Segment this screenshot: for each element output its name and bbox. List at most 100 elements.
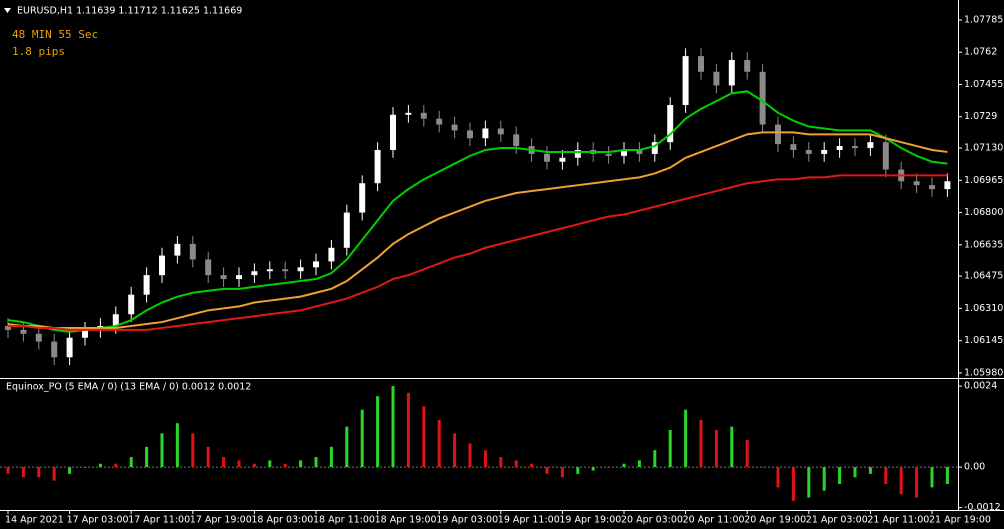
candle-body xyxy=(775,124,781,145)
histogram-bar xyxy=(545,467,549,474)
candle-body xyxy=(621,149,627,156)
histogram-bar xyxy=(206,446,210,468)
histogram-bar xyxy=(745,440,749,468)
candle-body xyxy=(821,149,828,154)
x-tick-label: 20 Apr 03:00 xyxy=(621,515,683,526)
candle-body xyxy=(174,243,181,256)
histogram-bar xyxy=(915,467,919,498)
candle-body xyxy=(929,185,935,190)
histogram-bar xyxy=(345,426,349,468)
candle-body xyxy=(497,128,504,135)
candle-body xyxy=(728,60,735,86)
candle-body xyxy=(790,144,797,150)
candle-body xyxy=(390,114,396,150)
candle-body xyxy=(713,71,720,86)
histogram-bar xyxy=(268,460,272,468)
candle-body xyxy=(436,118,443,125)
histogram-bar xyxy=(899,467,903,495)
candle-body xyxy=(867,142,874,149)
y-tick-label: 1.06965 xyxy=(964,175,1003,186)
histogram-bar xyxy=(607,467,611,468)
timer-annotation: 48 MIN 55 Sec xyxy=(12,28,98,41)
histogram-bar xyxy=(776,467,780,488)
histogram-bar xyxy=(222,456,226,468)
candle-body xyxy=(220,275,227,280)
histogram-bar xyxy=(52,467,56,481)
candle-body xyxy=(66,337,73,358)
histogram-bar xyxy=(576,467,580,474)
x-tick-label: 17 Apr 19:00 xyxy=(190,515,252,526)
moving-average xyxy=(7,131,948,329)
candle-body xyxy=(205,259,212,276)
candle-body xyxy=(544,153,550,162)
candle-body xyxy=(251,271,258,276)
y-tick-label: 1.0762 xyxy=(964,47,997,58)
candle-body xyxy=(343,212,350,248)
y-tick-label: 1.07455 xyxy=(964,79,1003,90)
histogram-bar xyxy=(637,460,641,468)
x-tick-label: 21 Apr 03:00 xyxy=(806,515,868,526)
candle-body xyxy=(20,329,27,334)
y-tick-label: 1.05980 xyxy=(964,367,1003,378)
histogram-bar xyxy=(37,467,41,478)
histogram-bar xyxy=(945,467,949,484)
histogram-bar xyxy=(453,433,457,468)
candle-body xyxy=(82,329,88,338)
histogram-bar xyxy=(884,467,888,484)
menu-arrow[interactable] xyxy=(4,8,11,13)
candle-body xyxy=(513,134,520,147)
histogram-bar xyxy=(83,467,87,468)
candle-body xyxy=(189,243,196,260)
candle-body xyxy=(282,269,289,272)
histogram-bar xyxy=(514,460,518,468)
histogram-bar xyxy=(422,406,426,468)
candle-body xyxy=(236,275,242,280)
candle-body xyxy=(405,112,412,115)
histogram-bar xyxy=(129,456,133,468)
x-tick-label: 20 Apr 11:00 xyxy=(683,515,745,526)
y-tick-label: 1.0729 xyxy=(964,111,997,122)
candle-body xyxy=(759,71,766,125)
x-tick-label: 21 Apr 19:00 xyxy=(929,515,991,526)
histogram-bar xyxy=(761,467,765,468)
histogram-bar xyxy=(468,443,472,468)
candle-body xyxy=(667,105,674,143)
x-tick-label: 18 Apr 19:00 xyxy=(375,515,437,526)
histogram-bar xyxy=(314,456,318,468)
candle-body xyxy=(682,56,689,106)
symbol-header: EURUSD,H1 1.11639 1.11712 1.11625 1.1166… xyxy=(17,6,242,17)
candle-body xyxy=(913,181,920,186)
x-tick-label: 21 Apr 11:00 xyxy=(867,515,929,526)
x-tick-label: 19 Apr 19:00 xyxy=(559,515,621,526)
candle-body xyxy=(35,333,42,342)
candle-body xyxy=(313,261,319,268)
histogram-bar xyxy=(791,467,795,501)
moving-average xyxy=(7,90,948,333)
histogram-bar xyxy=(376,396,380,468)
y-tick-label: 1.06475 xyxy=(964,271,1003,282)
x-tick-label: 14 Apr 2021 xyxy=(5,515,64,526)
histogram-bar xyxy=(329,446,333,468)
candle-body xyxy=(944,181,951,190)
y-tick-label: 1.06310 xyxy=(964,303,1003,314)
y-tick-label: 1.06800 xyxy=(964,207,1003,218)
x-tick-label: 18 Apr 11:00 xyxy=(313,515,375,526)
candle-body xyxy=(836,146,843,150)
indicator-title: Equinox_PO (5 EMA / 0) (13 EMA / 0) 0.00… xyxy=(6,382,251,393)
histogram-bar xyxy=(930,467,934,488)
histogram-bar xyxy=(237,460,241,468)
candle-body xyxy=(420,112,427,119)
y-tick-label: -0.0012 xyxy=(964,502,1001,513)
y-tick-label: 1.07785 xyxy=(964,14,1003,25)
histogram-bar xyxy=(145,446,149,468)
y-tick-label: 0.0024 xyxy=(964,381,997,392)
histogram-bar xyxy=(714,429,718,468)
x-tick-label: 18 Apr 03:00 xyxy=(251,515,313,526)
histogram-bar xyxy=(391,386,395,468)
histogram-bar xyxy=(21,467,25,478)
histogram-bar xyxy=(853,467,857,478)
histogram-bar xyxy=(114,463,118,468)
histogram-bar xyxy=(98,463,102,468)
